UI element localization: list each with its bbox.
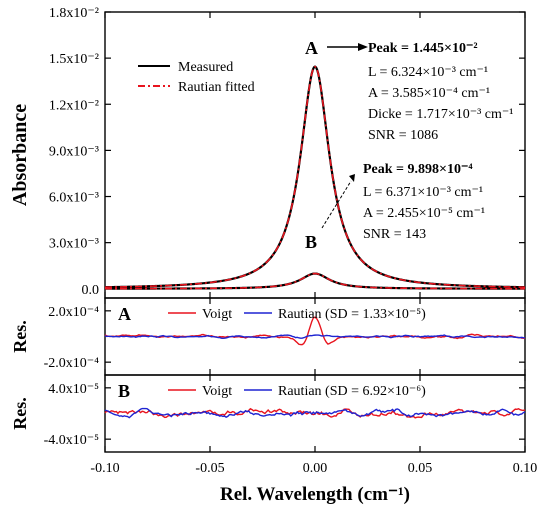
main-ytick-label-5: 1.5x10⁻² (49, 52, 99, 67)
peak-b-param-2: SNR = 143 (363, 227, 426, 242)
peak-b-arrow-line (321, 180, 352, 229)
main-ytick-label-4: 1.2x10⁻² (49, 98, 99, 113)
resA-y-axis-label: Res. (10, 320, 30, 353)
main-ytick-label-3: 9.0x10⁻³ (49, 144, 99, 159)
resA-legend-voigt-label: Voigt (202, 307, 232, 322)
resA-series-voigt (104, 316, 526, 346)
series-rautian-peak-b (105, 272, 525, 290)
x-tick-label-2: 0.00 (303, 461, 328, 476)
x-tick-label-1: -0.05 (195, 461, 224, 476)
peak-a-param-2: Dicke = 1.717×10⁻³ cm⁻¹ (368, 107, 514, 122)
x-axis: -0.10 -0.05 0.00 0.05 0.10 Rel. Wavelength (c… (90, 461, 537, 505)
main-y-axis-label: Absorbance (9, 104, 31, 206)
x-tick-label-0: -0.10 (90, 461, 119, 476)
resA-panel-label: A (118, 304, 131, 324)
main-ytick-label-2: 6.0x10⁻³ (49, 191, 99, 206)
main-ytick-label-1: 3.0x10⁻³ (49, 237, 99, 252)
resB-y-axis-label: Res. (10, 397, 30, 430)
peak-a-marker: A (305, 38, 318, 58)
x-tick-label-3: 0.05 (408, 461, 433, 476)
peak-b-marker: B (305, 232, 317, 252)
resB-series-rautian (104, 407, 526, 419)
resB-ytick-label-0: 4.0x10⁻⁵ (48, 382, 99, 397)
resB-ytick-label-1: -4.0x10⁻⁵ (44, 433, 100, 448)
main-ytick-label-6: 1.8x10⁻² (49, 6, 99, 21)
residual-panel-a: 2.0x10⁻⁴ -2.0x10⁻⁴ Res. A Voigt Rautian (SD =… (10, 297, 526, 376)
series-rautian-peak-a (104, 65, 526, 288)
peak-a-peak-value: Peak = 1.445×10⁻² (368, 41, 478, 56)
legend-measured-label: Measured (178, 60, 233, 75)
resA-ytick-label-0: 2.0x10⁻⁴ (48, 305, 99, 320)
peak-b-arrow-head (349, 174, 355, 182)
main-absorbance-panel: 0.0 3.0x10⁻³ 6.0x10⁻³ 9.0x10⁻³ 1.2x10⁻² 1.5x1… (9, 6, 526, 299)
peak-a-param-1: A = 3.585×10⁻⁴ cm⁻¹ (368, 86, 490, 101)
resA-series-rautian (104, 334, 526, 340)
peak-a-arrow-head (358, 43, 368, 51)
resB-panel-label: B (118, 381, 130, 401)
resB-legend-rautian-label: Rautian (SD = 6.92×10⁻⁶) (278, 384, 426, 399)
main-ytick-label-0: 0.0 (82, 283, 100, 298)
x-axis-label: Rel. Wavelength (cm⁻¹) (220, 484, 410, 505)
peak-b-param-0: L = 6.371×10⁻³ cm⁻¹ (363, 185, 483, 200)
resA-legend-rautian-label: Rautian (SD = 1.33×10⁻⁵) (278, 307, 426, 322)
peak-a-param-3: SNR = 1086 (368, 128, 438, 143)
x-tick-label-4: 0.10 (513, 461, 538, 476)
resA-ytick-label-1: -2.0x10⁻⁴ (44, 356, 100, 371)
legend-rautian-label: Rautian fitted (178, 80, 255, 95)
peak-b-peak-value: Peak = 9.898×10⁻⁴ (363, 162, 473, 177)
peak-b-param-1: A = 2.455×10⁻⁵ cm⁻¹ (363, 206, 485, 221)
residual-panel-b: 4.0x10⁻⁵ -4.0x10⁻⁵ Res. B Voigt Rautian (SD =… (10, 374, 526, 453)
peak-a-param-0: L = 6.324×10⁻³ cm⁻¹ (368, 65, 488, 80)
resB-legend-voigt-label: Voigt (202, 384, 232, 399)
